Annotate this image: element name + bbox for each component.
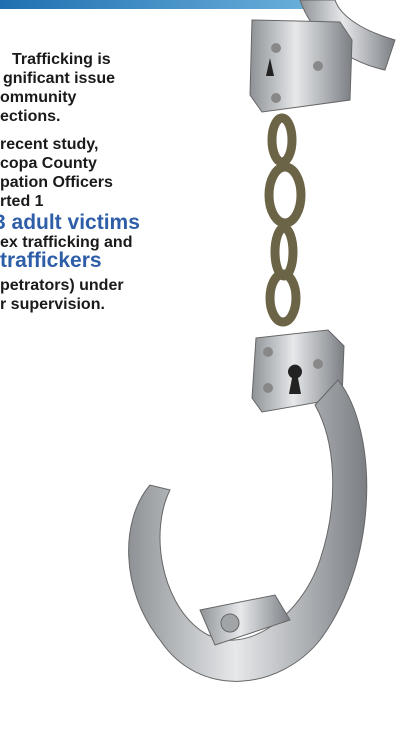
rivet — [263, 347, 273, 357]
text-line: r supervision. — [0, 295, 105, 314]
text-line: ections. — [0, 107, 60, 126]
text-line: rted 1 — [0, 192, 44, 211]
text-line: ommunity — [0, 88, 76, 107]
rivet — [221, 614, 239, 632]
text-line: gnificant issue — [3, 69, 115, 88]
rivet — [271, 43, 281, 53]
rivet — [313, 61, 323, 71]
rivet — [313, 359, 323, 369]
highlight-traffickers: traffickers — [0, 250, 102, 272]
page: {"text_lines": ["Trafficking is", "gnifi… — [0, 0, 406, 729]
handcuff-illustration — [0, 0, 406, 729]
text-line: pation Officers — [0, 173, 113, 192]
text-line: copa County — [0, 154, 97, 173]
text-line: recent study, — [0, 135, 98, 154]
text-line: Trafficking is — [12, 50, 111, 69]
rivet — [271, 93, 281, 103]
rivet — [263, 383, 273, 393]
top-cuff-plate — [250, 20, 352, 112]
text-line: petrators) under — [0, 276, 124, 295]
top-band — [0, 0, 330, 9]
bottom-cuff-arc — [129, 380, 367, 681]
chain — [269, 118, 301, 322]
highlight-victims: 3 adult victims — [0, 212, 140, 234]
